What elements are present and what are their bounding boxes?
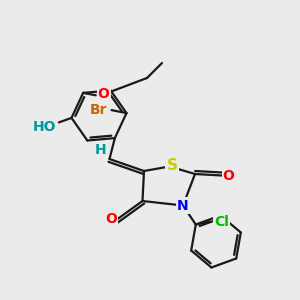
Text: O: O [98,87,110,101]
Text: S: S [167,158,177,173]
Text: N: N [177,199,189,212]
Text: HO: HO [33,120,56,134]
Text: Cl: Cl [214,214,229,229]
Text: O: O [105,212,117,226]
Text: O: O [223,169,235,182]
Text: H: H [95,143,106,157]
Text: Br: Br [90,103,107,117]
